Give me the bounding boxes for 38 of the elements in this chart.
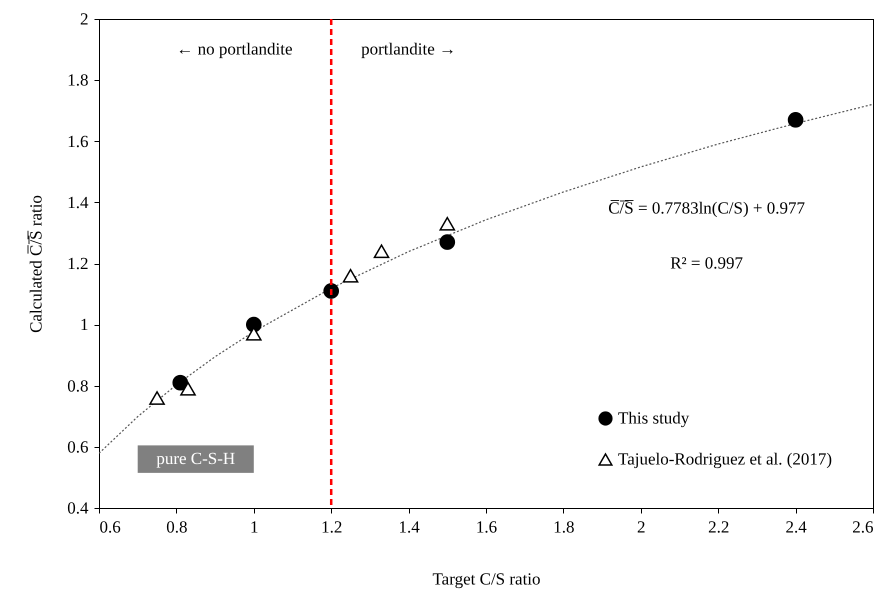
annotation: R² = 0.997	[670, 254, 744, 272]
x-tick-label: 1	[250, 518, 259, 536]
line-series	[99, 104, 873, 454]
x-axis-title: Target C/S ratio	[432, 570, 541, 588]
y-tick-label: 1.2	[67, 254, 88, 273]
x-tick-label: 2.6	[852, 518, 874, 536]
point	[149, 391, 165, 405]
point	[439, 234, 456, 250]
point	[788, 112, 804, 128]
annotation: C̅/̅S̅ = 0.7783ln(C/S) + 0.977	[608, 198, 806, 218]
point	[374, 244, 390, 258]
x-tick-label: 2	[637, 518, 646, 536]
x-tick-label: 1.8	[553, 518, 575, 536]
annotation: ← no portlandite	[176, 40, 293, 59]
x-tick-label: 1.4	[398, 518, 420, 536]
y-tick-label: 1.8	[67, 70, 88, 90]
x-tick-label: 0.8	[166, 518, 188, 536]
x-tick-label: 1.6	[476, 518, 498, 536]
y-tick-label: 0.6	[67, 437, 88, 456]
x-tick-label: 0.6	[100, 518, 121, 536]
x-tick-label: 1.2	[321, 518, 342, 536]
point	[439, 216, 456, 231]
y-tick-label: 0.4	[67, 498, 89, 518]
y-tick-label: 1.6	[67, 132, 88, 151]
y-tick-label: 2	[80, 10, 88, 28]
point	[172, 374, 188, 390]
x-tick-label: 2.4	[785, 518, 808, 536]
y-tick-label: 1.4	[67, 192, 89, 212]
y-tick-label: 1	[80, 315, 88, 334]
point	[342, 268, 358, 283]
legend-label: Tajuelo-Rodriguez et al. (2017)	[618, 450, 832, 468]
annotation: portlandite →	[361, 40, 456, 59]
x-tick-label: 2.2	[708, 518, 730, 536]
point	[180, 382, 196, 396]
annotation: pure C-S-H	[156, 449, 236, 468]
legend-label: This study	[618, 408, 690, 428]
y-axis-title: Calculated C̅/̅S̅ ratio	[26, 195, 46, 333]
y-tick-label: 0.8	[67, 376, 88, 396]
